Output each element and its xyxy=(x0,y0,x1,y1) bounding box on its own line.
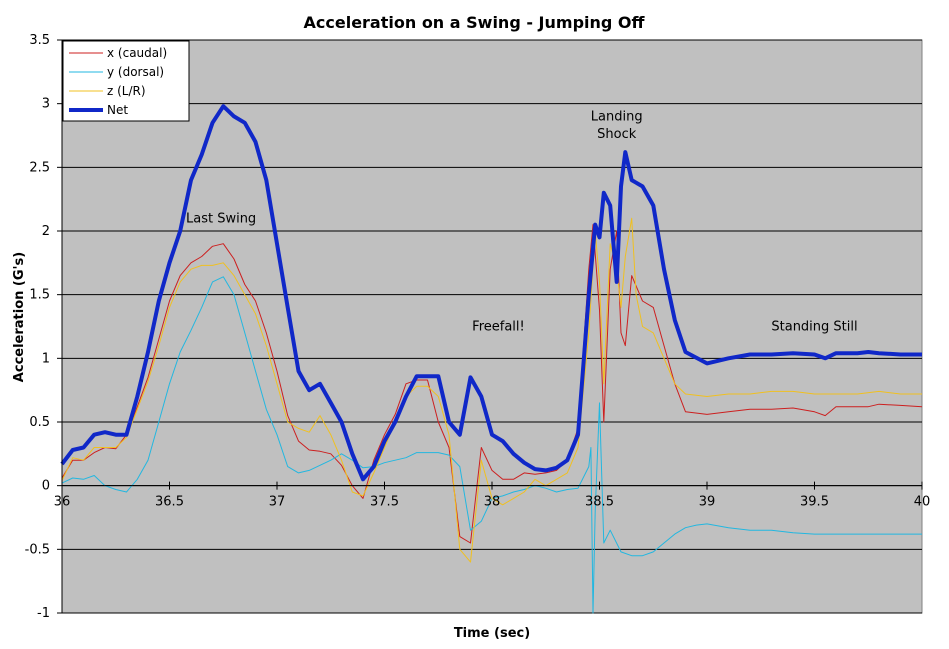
plot-area xyxy=(61,39,923,614)
chart-title: Acceleration on a Swing - Jumping Off xyxy=(304,13,646,32)
y-tick-label: 3 xyxy=(42,97,50,112)
y-tick-label: -1 xyxy=(37,606,50,621)
series-line-net xyxy=(60,104,922,482)
x-tick-label: 36.5 xyxy=(155,495,184,510)
x-tick-label: 37.5 xyxy=(370,495,399,510)
x-tick-label: 38.5 xyxy=(585,495,614,510)
x-tick-label: 39 xyxy=(699,495,716,510)
legend-box xyxy=(62,40,190,122)
y-tick-label: 3.5 xyxy=(29,33,50,48)
series-line-y-dorsal xyxy=(61,276,922,614)
y-tick-label: 0.5 xyxy=(29,415,50,430)
annotations: Last Swing Landing Shock Freefall! Standing … xyxy=(186,109,858,334)
annotation-label: Landing xyxy=(591,109,643,124)
tick-labels: 36 36.5 37 37.5 38 38.5 39 39.5 40 -1 -0.5 0 0.5 1 1.5… xyxy=(25,33,931,621)
series-layer xyxy=(60,104,923,614)
series-line-z-l-r xyxy=(61,217,922,563)
x-tick-label: 40 xyxy=(914,495,931,510)
legend-label: y (dorsal) xyxy=(107,65,164,79)
axes xyxy=(57,39,923,614)
y-axis-title: Acceleration (G's) xyxy=(12,252,27,382)
x-tick-label: 37 xyxy=(269,495,286,510)
y-tick-label: 2 xyxy=(42,224,50,239)
x-axis-title: Time (sec) xyxy=(454,626,530,641)
y-tick-label: -0.5 xyxy=(25,542,50,557)
annotation-label: Last Swing xyxy=(186,211,256,226)
x-tick-label: 36 xyxy=(54,495,71,510)
annotation-label: Freefall! xyxy=(472,320,525,335)
legend-label: Net xyxy=(107,103,128,117)
legend: x (caudal) y (dorsal) z (L/R) Net xyxy=(62,40,190,122)
x-tick-label: 38 xyxy=(484,495,501,510)
y-tick-label: 0 xyxy=(42,479,50,494)
annotation-label: Shock xyxy=(597,127,637,142)
y-tick-label: 1 xyxy=(42,351,50,366)
x-tick-label: 39.5 xyxy=(800,495,829,510)
y-tick-label: 1.5 xyxy=(29,288,50,303)
series-line-x-caudal xyxy=(61,224,923,544)
y-tick-label: 2.5 xyxy=(29,160,50,175)
annotation-label: Standing Still xyxy=(771,320,857,335)
legend-label: x (caudal) xyxy=(107,46,167,60)
legend-label: z (L/R) xyxy=(107,84,146,98)
